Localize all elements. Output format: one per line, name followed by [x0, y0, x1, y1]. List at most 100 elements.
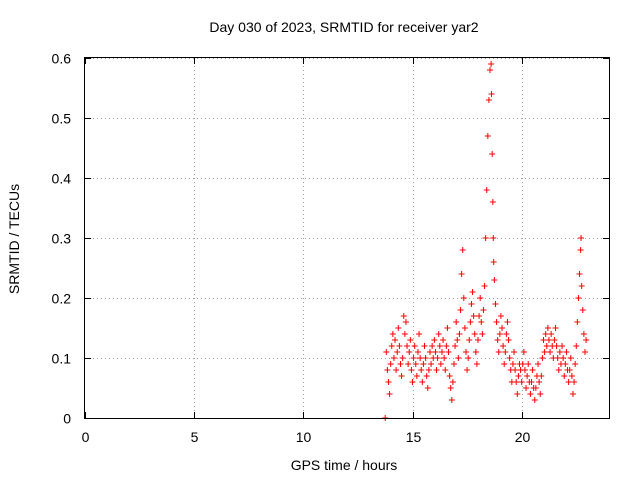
data-point — [551, 337, 558, 343]
data-point — [567, 355, 574, 361]
data-point — [480, 307, 487, 313]
data-point — [384, 367, 391, 373]
data-point — [395, 325, 402, 331]
data-point — [416, 331, 423, 337]
data-point — [399, 355, 406, 361]
data-point — [573, 343, 580, 349]
data-point — [503, 331, 510, 337]
data-point — [488, 91, 495, 97]
data-point — [426, 349, 433, 355]
y-tick-label: 0.3 — [52, 231, 72, 247]
data-point — [475, 337, 481, 343]
data-point — [523, 385, 530, 391]
data-point — [464, 367, 471, 373]
data-point — [437, 361, 444, 367]
data-point — [528, 379, 535, 385]
data-point — [547, 349, 554, 355]
data-point — [431, 337, 438, 343]
data-point — [467, 319, 474, 325]
data-point — [393, 367, 400, 373]
data-point — [502, 349, 509, 355]
data-point — [579, 307, 586, 313]
data-point — [424, 385, 431, 391]
data-point — [490, 235, 497, 241]
data-point — [553, 343, 560, 349]
data-point — [544, 325, 551, 331]
data-point — [532, 385, 539, 391]
data-point — [527, 391, 534, 397]
data-point — [456, 331, 463, 337]
data-point — [405, 361, 412, 367]
data-point — [422, 355, 429, 361]
x-tick-label: 15 — [406, 429, 422, 445]
data-point — [420, 361, 427, 367]
data-point — [543, 343, 550, 349]
data-point — [569, 391, 576, 397]
data-point — [383, 349, 390, 355]
data-point — [447, 385, 454, 391]
data-point — [404, 343, 411, 349]
data-point — [452, 343, 459, 349]
data-point — [535, 361, 542, 367]
data-point — [440, 337, 447, 343]
data-point — [545, 337, 552, 343]
data-point — [540, 337, 547, 343]
data-point — [495, 349, 502, 355]
data-point — [482, 235, 489, 241]
data-point — [449, 379, 456, 385]
data-point — [469, 289, 476, 295]
data-point — [519, 361, 526, 367]
data-point — [509, 361, 516, 367]
x-tick-labels: 0 5 10 15 20 — [82, 429, 531, 445]
data-point — [402, 319, 409, 325]
data-point — [512, 367, 519, 373]
data-point — [419, 379, 426, 385]
data-point — [505, 337, 512, 343]
data-point — [494, 337, 501, 343]
data-point — [520, 349, 527, 355]
data-point — [524, 373, 531, 379]
data-point — [536, 379, 543, 385]
data-point — [492, 301, 499, 307]
data-point — [562, 361, 569, 367]
data-point — [388, 343, 395, 349]
data-point — [583, 337, 590, 343]
data-point — [561, 373, 568, 379]
data-point — [410, 355, 417, 361]
data-point — [446, 373, 453, 379]
y-axis-label: SRMTID / TECUs — [6, 184, 22, 294]
data-point — [438, 349, 445, 355]
data-point — [472, 349, 479, 355]
data-point — [389, 331, 396, 337]
data-point — [385, 379, 392, 385]
data-point — [413, 373, 420, 379]
y-tick-label: 0.2 — [52, 291, 72, 307]
data-point — [511, 349, 518, 355]
data-point — [465, 355, 472, 361]
data-point — [542, 331, 549, 337]
data-point — [571, 379, 578, 385]
data-point — [436, 343, 443, 349]
data-point — [394, 349, 401, 355]
data-point — [414, 349, 421, 355]
x-axis-label: GPS time / hours — [291, 457, 398, 473]
data-point — [448, 397, 455, 403]
data-point — [401, 331, 408, 337]
data-point — [580, 331, 587, 337]
data-point — [525, 361, 532, 367]
plot-frame — [84, 57, 610, 419]
data-point — [565, 379, 572, 385]
data-point — [578, 235, 585, 241]
data-point — [444, 325, 451, 331]
data-point — [521, 367, 528, 373]
data-point — [513, 379, 520, 385]
data-point — [442, 367, 449, 373]
data-point — [450, 361, 457, 367]
data-point — [397, 361, 404, 367]
data-point — [400, 313, 407, 319]
data-point — [484, 133, 491, 139]
data-point — [581, 349, 588, 355]
data-point — [428, 361, 435, 367]
data-point — [493, 319, 500, 325]
data-point — [556, 349, 563, 355]
